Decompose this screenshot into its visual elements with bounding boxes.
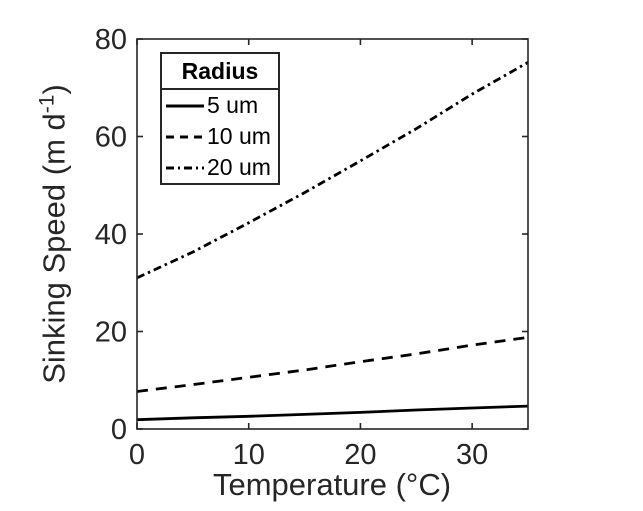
x-tick-label: 0 <box>129 439 145 471</box>
series-10-um-line <box>136 336 529 393</box>
dashed-line-icon <box>166 135 204 138</box>
legend-entry-20um: 20 um <box>162 152 278 183</box>
series-5-um-line <box>136 404 529 422</box>
y-tick-label: 0 <box>111 414 127 446</box>
y-axis-label-text: Sinking Speed (m d <box>36 113 72 384</box>
legend-title: Radius <box>162 54 278 90</box>
series-20-um-line <box>136 61 529 280</box>
y-tick-label: 20 <box>95 317 127 349</box>
legend-box: Radius 5 um 10 um 20 um <box>160 52 280 185</box>
y-tick-label: 80 <box>95 24 127 56</box>
legend-entry-5um: 5 um <box>162 90 278 121</box>
legend-label-10um: 10 um <box>207 123 271 149</box>
y-axis-label-close: ) <box>36 84 72 95</box>
legend-entry-10um: 10 um <box>162 121 278 152</box>
legend-label-5um: 5 um <box>207 92 259 118</box>
x-tick-label: 30 <box>456 439 488 471</box>
dashdot-line-icon <box>166 166 204 169</box>
x-tick-label: 10 <box>233 439 265 471</box>
y-axis-label-superscript: -1 <box>35 94 59 114</box>
y-tick-label: 60 <box>95 122 127 154</box>
y-tick-label: 40 <box>95 219 127 251</box>
x-axis-label: Temperature (°C) <box>212 467 452 502</box>
solid-line-icon <box>166 104 204 107</box>
x-tick-label: 20 <box>344 439 376 471</box>
legend-label-20um: 20 um <box>207 154 271 180</box>
y-axis-label: Sinking Speed (m d-1) <box>35 84 72 384</box>
